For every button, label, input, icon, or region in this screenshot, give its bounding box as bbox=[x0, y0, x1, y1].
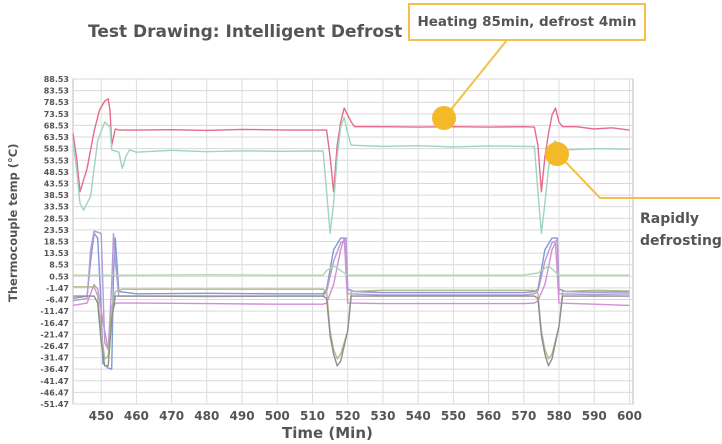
x-tick-labels: 450 460 470 480 490 500 510 520 530 540 550 560 570 5… bbox=[89, 409, 642, 423]
y-tick-label: -31.47 bbox=[40, 354, 69, 363]
x-tick-label: 570 bbox=[511, 409, 536, 423]
x-tick-label: 540 bbox=[406, 409, 431, 423]
callout-defrost-label: Rapidly defrosting bbox=[640, 208, 722, 252]
gridlines bbox=[73, 78, 633, 405]
y-tick-label: 53.53 bbox=[44, 156, 69, 165]
series-line-7 bbox=[73, 295, 630, 367]
callout-marker-heating bbox=[432, 106, 456, 130]
x-tick-label: 520 bbox=[335, 409, 360, 423]
x-tick-label: 590 bbox=[582, 409, 607, 423]
y-tick-label: 68.53 bbox=[44, 121, 69, 130]
y-tick-label: -16.47 bbox=[40, 319, 69, 328]
y-tick-label: 23.53 bbox=[44, 226, 69, 235]
y-tick-label: -26.47 bbox=[40, 342, 69, 351]
x-tick-label: 450 bbox=[89, 409, 114, 423]
x-tick-label: 470 bbox=[159, 409, 184, 423]
y-tick-label: 88.53 bbox=[44, 75, 69, 84]
series-line-8 bbox=[73, 265, 630, 276]
y-tick-label: 43.53 bbox=[44, 179, 69, 188]
y-tick-label: 38.53 bbox=[44, 191, 69, 200]
y-tick-label: 48.53 bbox=[44, 168, 69, 177]
x-tick-label: 490 bbox=[230, 409, 255, 423]
callout-heating-label: Heating 85min, defrost 4min bbox=[408, 3, 646, 41]
y-tick-label: -21.47 bbox=[40, 330, 69, 339]
callout-line-heating bbox=[444, 39, 508, 118]
callout-defrost-line-1: Rapidly bbox=[640, 211, 699, 227]
y-tick-label: 58.53 bbox=[44, 145, 69, 154]
y-tick-label: -36.47 bbox=[40, 365, 69, 374]
series-line-6 bbox=[73, 286, 630, 360]
x-tick-label: 460 bbox=[124, 409, 149, 423]
y-axis-label: Thermocouple temp (°C) bbox=[6, 143, 20, 302]
y-tick-labels: 88.53 83.53 78.53 73.53 68.53 63.53 58.53 53.53… bbox=[40, 75, 69, 409]
callout-line-defrost bbox=[557, 153, 720, 199]
callout-connectors bbox=[432, 39, 720, 199]
series-line-1 bbox=[72, 98, 630, 193]
y-tick-label: 18.53 bbox=[44, 238, 69, 247]
y-tick-label: 73.53 bbox=[44, 110, 69, 119]
y-tick-label: 83.53 bbox=[44, 87, 69, 96]
x-axis-label: Time (Min) bbox=[282, 424, 373, 442]
y-tick-label: -51.47 bbox=[40, 400, 69, 409]
series-lines bbox=[72, 98, 630, 370]
chart-title: Test Drawing: Intelligent Defrost bbox=[88, 22, 403, 42]
x-tick-label: 580 bbox=[547, 409, 572, 423]
x-tick-label: 550 bbox=[441, 409, 466, 423]
y-tick-label: 63.53 bbox=[44, 133, 69, 142]
y-tick-label: -11.47 bbox=[40, 307, 69, 316]
y-tick-label: 78.53 bbox=[44, 98, 69, 107]
y-tick-label: 33.53 bbox=[44, 203, 69, 212]
callout-marker-defrost bbox=[545, 142, 569, 166]
x-tick-label: 500 bbox=[265, 409, 290, 423]
series-line-5 bbox=[72, 237, 630, 351]
x-tick-label: 560 bbox=[476, 409, 501, 423]
x-tick-label: 600 bbox=[617, 409, 642, 423]
x-tick-label: 480 bbox=[194, 409, 219, 423]
y-tick-label: 28.53 bbox=[44, 214, 69, 223]
y-tick-label: -6.47 bbox=[46, 296, 69, 305]
series-line-2 bbox=[72, 116, 630, 235]
y-tick-label: -1.47 bbox=[46, 284, 69, 293]
x-tick-label: 510 bbox=[300, 409, 325, 423]
y-tick-label: -41.47 bbox=[40, 377, 69, 386]
y-tick-label: -46.47 bbox=[40, 388, 69, 397]
x-tick-label: 530 bbox=[370, 409, 395, 423]
y-tick-label: 0.53 bbox=[49, 272, 69, 281]
callout-defrost-line-2: defrosting bbox=[640, 233, 722, 249]
y-tick-label: 13.53 bbox=[44, 249, 69, 258]
y-tick-label: 8.53 bbox=[49, 261, 69, 270]
